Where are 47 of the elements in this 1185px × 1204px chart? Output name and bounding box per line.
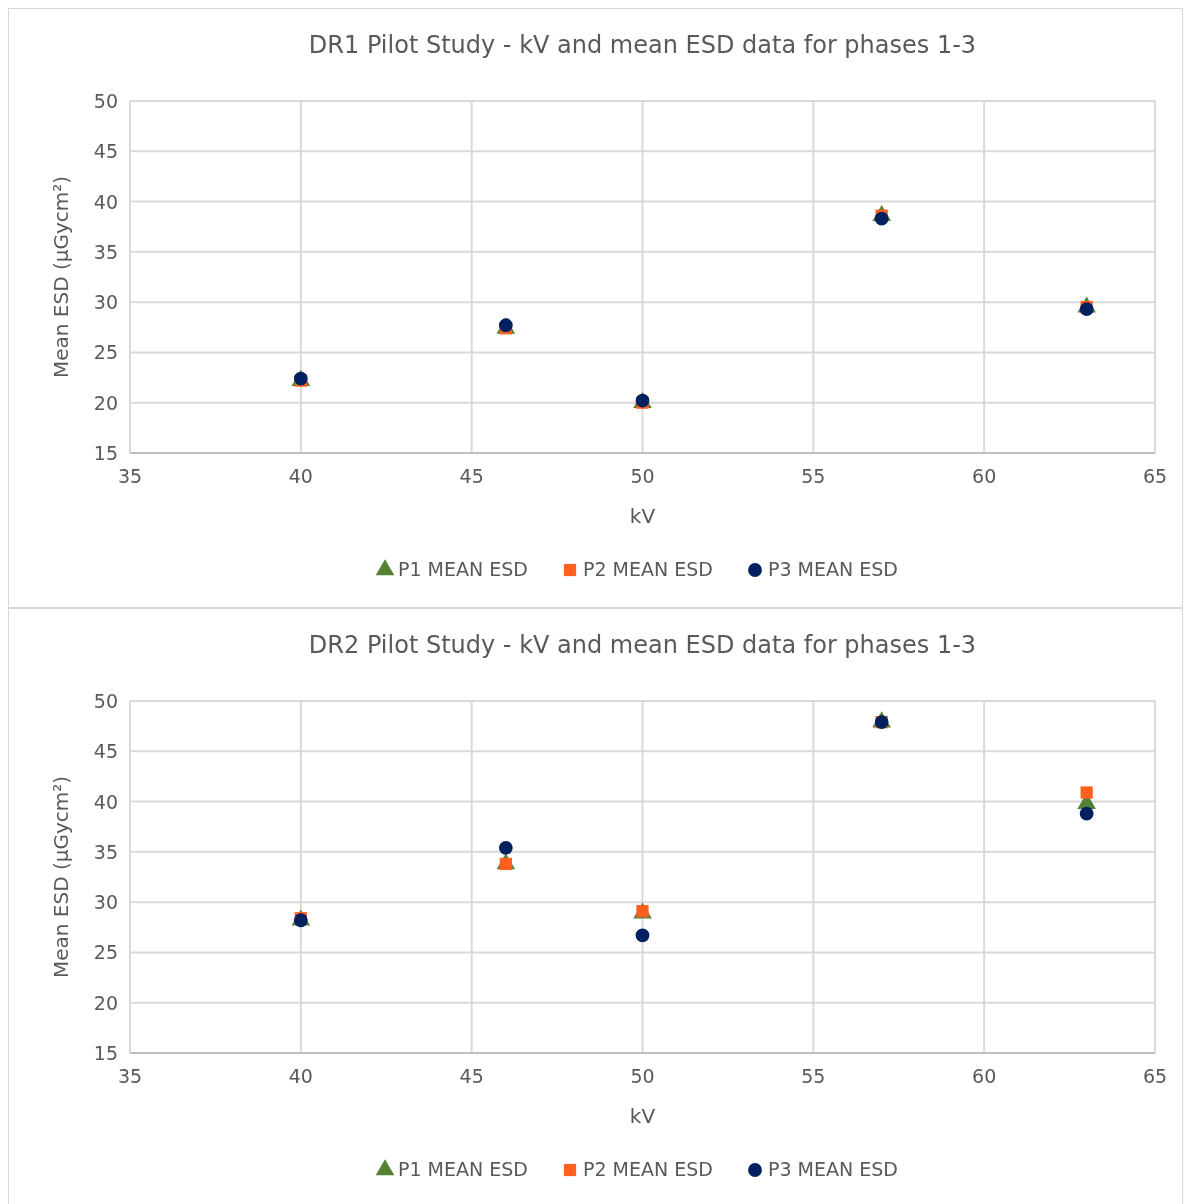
legend-label: P2 MEAN ESD (583, 558, 713, 580)
y-tick-label: 45 (93, 140, 118, 163)
y-tick-label: 30 (93, 291, 118, 314)
x-tick-label: 50 (630, 465, 655, 487)
y-axis-title: Mean ESD (µGycm²) (49, 775, 73, 979)
y-tick-label: 20 (93, 391, 118, 414)
x-tick-label: 55 (801, 1065, 826, 1087)
x-tick-label: 45 (459, 465, 484, 487)
x-tick-label: 40 (288, 1065, 313, 1087)
point (635, 928, 650, 943)
x-tick-label: 35 (117, 1065, 143, 1087)
y-tick-label: 45 (93, 740, 118, 763)
y-tick-label: 40 (93, 790, 118, 813)
x-tick-label: 65 (1142, 1065, 1168, 1087)
y-tick-label: 15 (93, 442, 118, 464)
legend-label: P1 MEAN ESD (398, 558, 528, 580)
x-axis-title: kV (629, 1104, 656, 1128)
x-tick-label: 60 (972, 1065, 997, 1087)
legend-label: P3 MEAN ESD (768, 1158, 898, 1180)
point (874, 211, 889, 226)
y-tick-label: 25 (93, 341, 118, 364)
x-tick-label: 40 (288, 465, 313, 487)
legend-label: P2 MEAN ESD (583, 1158, 713, 1180)
y-tick-label: 20 (93, 991, 118, 1014)
y-tick-label: 30 (93, 891, 118, 914)
legend-label: P1 MEAN ESD (398, 1158, 528, 1180)
point (1079, 806, 1094, 821)
y-axis-title: Mean ESD (µGycm²) (49, 175, 73, 379)
chart-title: DR2 Pilot Study - kV and mean ESD data for phases 1-3 (308, 631, 977, 659)
point (1080, 786, 1093, 799)
y-tick-label: 50 (93, 90, 118, 112)
x-axis-title: kV (629, 504, 656, 528)
legend-label: P3 MEAN ESD (768, 558, 898, 580)
x-tick-label: 60 (972, 465, 997, 487)
chart-title: DR1 Pilot Study - kV and mean ESD data for phases 1-3 (308, 31, 977, 59)
y-tick-label: 35 (93, 840, 118, 863)
point (498, 840, 513, 855)
y-tick-label: 40 (93, 190, 118, 213)
y-tick-label: 25 (93, 941, 118, 964)
x-tick-label: 50 (630, 1065, 655, 1087)
y-tick-label: 15 (93, 1042, 118, 1064)
y-tick-label: 50 (93, 690, 118, 712)
x-tick-label: 65 (1142, 465, 1168, 487)
x-tick-label: 35 (117, 465, 143, 487)
y-tick-label: 35 (93, 240, 118, 263)
x-tick-label: 45 (459, 1065, 484, 1087)
x-tick-label: 55 (801, 465, 826, 487)
